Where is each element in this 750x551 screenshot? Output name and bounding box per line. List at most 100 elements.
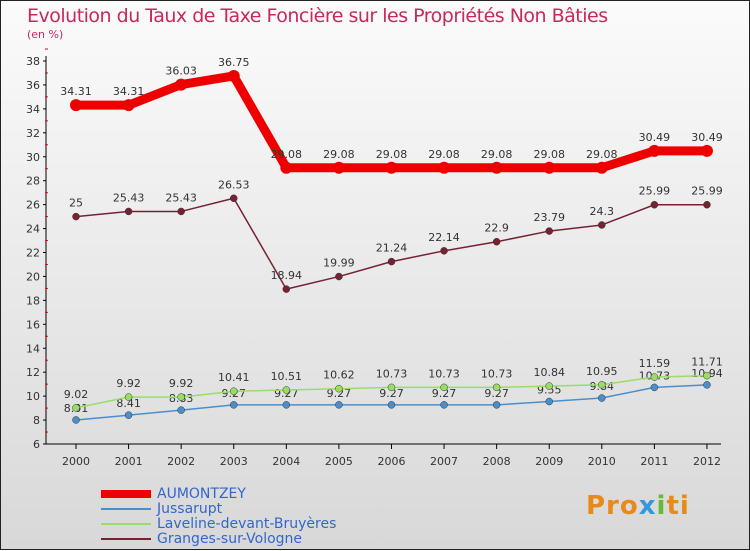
data-label: 29.08	[271, 148, 303, 161]
data-point	[387, 383, 396, 392]
x-tick-label: 2003	[220, 455, 248, 468]
data-label: 10.95	[586, 365, 618, 378]
data-point	[124, 411, 133, 419]
data-point	[124, 207, 133, 216]
data-label: 25	[69, 197, 83, 210]
data-point	[648, 144, 661, 157]
data-point	[72, 404, 80, 412]
y-tick-label: 14	[26, 342, 40, 355]
x-tick-label: 2009	[535, 455, 563, 468]
legend-swatch	[101, 523, 151, 525]
legend-item: Laveline-devant-Bruyères	[101, 516, 336, 532]
data-label: 9.02	[64, 388, 89, 401]
data-point	[598, 394, 606, 402]
data-point	[387, 257, 396, 266]
data-label: 10.41	[218, 371, 250, 384]
data-point	[438, 161, 451, 174]
y-tick-label: 24	[26, 223, 40, 236]
legend-item: Jussarupt	[101, 501, 223, 517]
data-label: 9.27	[432, 387, 457, 400]
data-label: 10.73	[376, 367, 408, 380]
data-label: 29.08	[586, 148, 618, 161]
data-point	[229, 401, 238, 409]
data-point	[598, 221, 606, 229]
data-point	[282, 285, 291, 293]
x-tick-label: 2002	[167, 455, 195, 468]
data-label: 8.41	[116, 397, 141, 410]
data-point	[229, 387, 238, 395]
data-point	[440, 247, 448, 255]
y-tick-label: 36	[26, 79, 40, 92]
y-tick-label: 6	[33, 438, 40, 451]
x-tick-label: 2012	[693, 455, 721, 468]
data-point	[545, 397, 553, 406]
legend-label: Granges-sur-Vologne	[157, 531, 303, 547]
data-point	[700, 144, 713, 157]
data-label: 10.51	[271, 370, 303, 383]
data-point	[177, 406, 185, 414]
y-tick-label: 26	[26, 199, 40, 212]
data-label: 29.08	[533, 148, 565, 161]
legend-label: Jussarupt	[157, 501, 223, 517]
data-label: 24.3	[590, 205, 615, 218]
x-tick-label: 2004	[272, 455, 300, 468]
proxiti-logo: Proxiti	[586, 491, 690, 521]
x-tick-label: 2008	[483, 455, 511, 468]
x-tick-label: 2007	[430, 455, 458, 468]
y-tick-label: 10	[26, 390, 40, 403]
data-label: 9.92	[116, 377, 141, 390]
data-point	[492, 383, 501, 392]
data-point	[335, 272, 343, 281]
data-point	[545, 382, 553, 390]
data-point	[650, 200, 659, 209]
legend-swatch	[101, 508, 151, 510]
data-label: 25.43	[165, 191, 197, 204]
data-point	[335, 401, 343, 409]
x-tick-label: 2011	[640, 455, 668, 468]
data-label: 29.08	[323, 148, 355, 161]
data-label: 26.53	[218, 178, 250, 191]
legend-item: Granges-sur-Vologne	[101, 531, 303, 547]
data-label: 36.03	[165, 65, 197, 78]
data-point	[124, 393, 133, 401]
data-label: 23.79	[533, 211, 565, 224]
y-tick-label: 8	[33, 414, 40, 427]
legend-item: AUMONTZEY	[101, 486, 246, 502]
data-point	[387, 401, 396, 409]
y-tick-label: 38	[26, 55, 40, 68]
data-point	[335, 384, 343, 393]
data-label: 22.14	[428, 231, 460, 244]
data-label: 34.31	[113, 85, 145, 98]
data-label: 11.59	[639, 357, 671, 370]
data-label: 10.73	[428, 367, 460, 380]
data-point	[650, 383, 659, 392]
data-label: 10.84	[533, 366, 565, 379]
data-point	[440, 401, 448, 409]
legend-swatch	[101, 538, 151, 540]
data-label: 22.9	[484, 222, 509, 235]
data-point	[70, 99, 82, 112]
data-label: 25.99	[691, 185, 723, 198]
data-point	[650, 373, 659, 381]
data-label: 29.08	[481, 148, 513, 161]
data-label: 34.31	[60, 85, 92, 98]
data-point	[175, 78, 188, 91]
legend-swatch	[101, 490, 151, 498]
data-label: 21.24	[376, 242, 408, 255]
y-tick-label: 18	[26, 294, 40, 307]
data-point	[280, 161, 293, 174]
y-tick-label: 12	[26, 366, 40, 379]
data-point	[229, 194, 238, 203]
data-label: 9.27	[327, 387, 352, 400]
data-label: 10.73	[481, 367, 513, 380]
data-label: 10.62	[323, 369, 355, 382]
data-point	[703, 381, 711, 389]
data-label: 11.71	[691, 356, 723, 369]
data-label: 30.49	[691, 131, 723, 144]
data-label: 18.94	[271, 269, 303, 282]
data-label: 36.75	[218, 56, 250, 69]
data-point	[492, 237, 501, 246]
data-point	[703, 200, 711, 209]
y-tick-label: 20	[26, 270, 40, 283]
